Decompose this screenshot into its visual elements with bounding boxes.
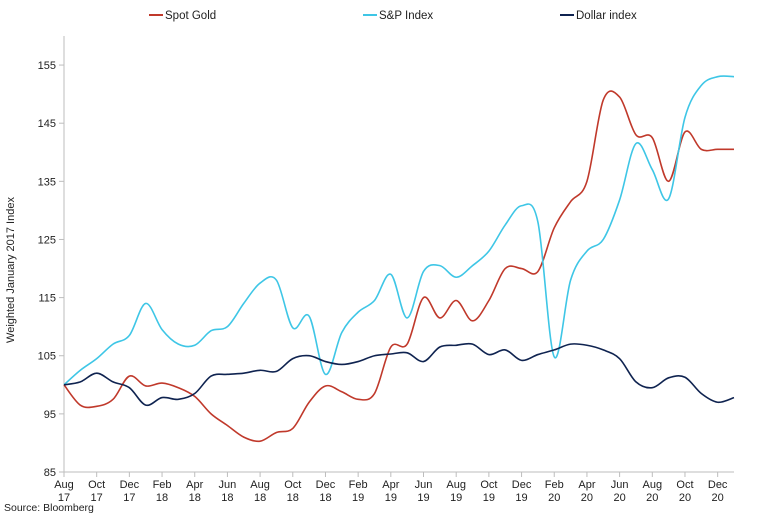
- y-tick-label: 155: [38, 60, 56, 72]
- y-tick-label: 125: [38, 234, 56, 246]
- x-tick-label-year: 20: [712, 492, 724, 504]
- series-line-spot-gold: [63, 90, 734, 443]
- x-tick-label-month: Jun: [611, 479, 629, 491]
- x-tick-label-year: 17: [58, 492, 70, 504]
- plot-area: [63, 75, 735, 443]
- x-tick-label-year: 17: [123, 492, 135, 504]
- legend-label-spot-gold: Spot Gold: [165, 10, 216, 22]
- x-tick-label-month: Dec: [512, 479, 532, 491]
- x-tick-label-month: Dec: [708, 479, 728, 491]
- x-tick-label-month: Oct: [480, 479, 497, 491]
- x-tick-label-month: Dec: [120, 479, 140, 491]
- x-tick-label-year: 20: [646, 492, 658, 504]
- x-tick-label-year: 19: [385, 492, 397, 504]
- x-tick-label-year: 17: [91, 492, 103, 504]
- x-tick-label-month: Apr: [186, 479, 203, 491]
- x-tick-label-year: 20: [613, 492, 625, 504]
- y-tick-label: 85: [44, 467, 56, 479]
- source-note: Source: Bloomberg: [4, 502, 94, 514]
- x-tick-label-year: 20: [581, 492, 593, 504]
- x-tick-label-year: 18: [189, 492, 201, 504]
- x-tick-label-month: Aug: [446, 479, 466, 491]
- x-tick-label-year: 19: [483, 492, 495, 504]
- x-tick-label-month: Jun: [219, 479, 237, 491]
- x-tick-label-month: Oct: [676, 479, 693, 491]
- x-axis: Aug17Oct17Dec17Feb18Apr18Jun18Aug18Oct18…: [54, 471, 734, 504]
- x-tick-label-month: Aug: [54, 479, 74, 491]
- x-tick-label-month: Oct: [284, 479, 301, 491]
- y-axis-title: Weighted January 2017 Index: [5, 197, 17, 343]
- x-tick-label-month: Apr: [578, 479, 595, 491]
- x-tick-label-month: Apr: [382, 479, 399, 491]
- x-tick-label-year: 18: [221, 492, 233, 504]
- x-tick-label-year: 20: [548, 492, 560, 504]
- x-tick-label-year: 19: [515, 492, 527, 504]
- x-tick-label-year: 18: [254, 492, 266, 504]
- y-tick-label: 115: [38, 293, 56, 305]
- y-axis: 85 95 105 115 125 135 145 155: [38, 36, 65, 479]
- y-tick-label: 95: [44, 409, 56, 421]
- x-tick-label-month: Jun: [415, 479, 433, 491]
- y-tick-label: 145: [38, 118, 56, 130]
- x-tick-label-month: Feb: [349, 479, 368, 491]
- x-tick-label-year: 19: [417, 492, 429, 504]
- x-tick-label-month: Aug: [643, 479, 663, 491]
- legend: Spot Gold S&P Index Dollar index: [149, 10, 637, 22]
- legend-label-dollar-index: Dollar index: [576, 10, 637, 22]
- x-tick-label-year: 18: [287, 492, 299, 504]
- x-tick-label-year: 19: [450, 492, 462, 504]
- x-tick-label-month: Feb: [545, 479, 564, 491]
- y-tick-label: 135: [38, 176, 56, 188]
- series-line-s-p-index: [63, 75, 735, 386]
- legend-label-s-p-index: S&P Index: [379, 10, 433, 22]
- x-tick-label-month: Dec: [316, 479, 336, 491]
- x-tick-label-year: 20: [679, 492, 691, 504]
- x-tick-label-month: Aug: [250, 479, 270, 491]
- x-tick-label-month: Oct: [88, 479, 105, 491]
- x-tick-label-year: 18: [156, 492, 168, 504]
- x-tick-label-year: 18: [319, 492, 331, 504]
- y-tick-label: 105: [38, 351, 56, 363]
- x-tick-label-month: Feb: [153, 479, 172, 491]
- x-tick-label-year: 19: [352, 492, 364, 504]
- series-line-dollar-index: [63, 342, 735, 407]
